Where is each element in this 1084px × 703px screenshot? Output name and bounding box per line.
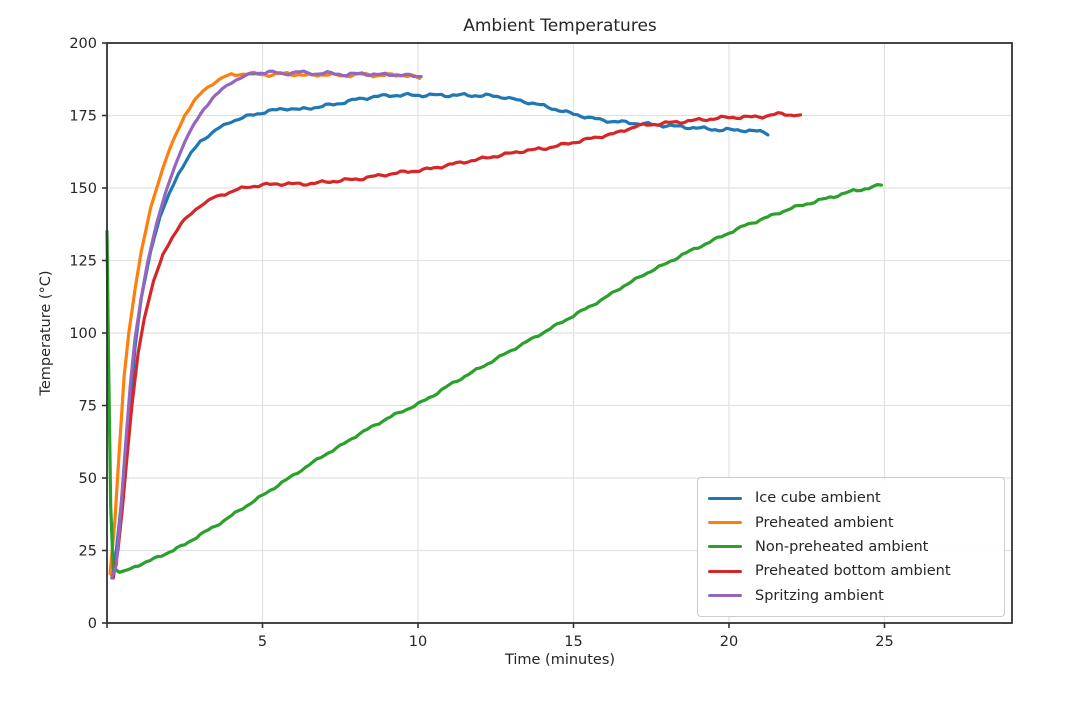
- legend-item-non-preheated-ambient: Non-preheated ambient: [708, 539, 994, 555]
- y-tick-label-175: 175: [69, 109, 97, 125]
- chart-title: Ambient Temperatures: [463, 16, 657, 36]
- y-axis-label: Temperature (°C): [38, 270, 54, 396]
- legend-swatch-preheated-ambient: [708, 521, 742, 525]
- x-tick-label-15: 15: [564, 634, 582, 650]
- x-axis-label: Time (minutes): [504, 652, 616, 668]
- legend-item-ice-cube-ambient: Ice cube ambient: [708, 490, 994, 506]
- legend: Ice cube ambient Preheated ambient Non-pre…: [697, 477, 1005, 617]
- y-tick-label-25: 25: [79, 544, 97, 560]
- y-tick-label-150: 150: [69, 181, 97, 197]
- legend-label-preheated-ambient: Preheated ambient: [755, 514, 894, 531]
- legend-swatch-spritzing-ambient: [708, 594, 742, 598]
- x-tick-label-25: 25: [875, 634, 893, 650]
- legend-swatch-preheated-bottom-ambient: [708, 569, 742, 573]
- x-tick-label-5: 5: [258, 634, 267, 650]
- legend-item-preheated-bottom-ambient: Preheated bottom ambient: [708, 563, 994, 579]
- series-line-preheated-bottom-ambient: [111, 111, 803, 580]
- legend-item-preheated-ambient: Preheated ambient: [708, 515, 994, 531]
- y-tick-label-50: 50: [79, 471, 97, 487]
- legend-label-non-preheated-ambient: Non-preheated ambient: [755, 538, 929, 555]
- y-tick-label-200: 200: [69, 36, 97, 52]
- y-tick-label-100: 100: [69, 326, 97, 342]
- legend-swatch-ice-cube-ambient: [708, 496, 742, 500]
- x-tick-label-10: 10: [409, 634, 427, 650]
- series-line-spritzing-ambient: [110, 69, 423, 580]
- y-tick-label-125: 125: [69, 254, 97, 270]
- y-tick-label-0: 0: [88, 616, 97, 632]
- legend-label-spritzing-ambient: Spritzing ambient: [755, 587, 884, 604]
- series-line-non-preheated-ambient: [105, 183, 884, 574]
- legend-swatch-non-preheated-ambient: [708, 545, 742, 549]
- legend-label-preheated-bottom-ambient: Preheated bottom ambient: [755, 563, 951, 580]
- x-tick-label-20: 20: [720, 634, 738, 650]
- legend-label-ice-cube-ambient: Ice cube ambient: [755, 490, 881, 507]
- series-line-preheated-ambient: [108, 70, 422, 576]
- y-tick-label-75: 75: [79, 399, 97, 415]
- legend-item-spritzing-ambient: Spritzing ambient: [708, 588, 994, 604]
- series-line-ice-cube-ambient: [110, 91, 770, 577]
